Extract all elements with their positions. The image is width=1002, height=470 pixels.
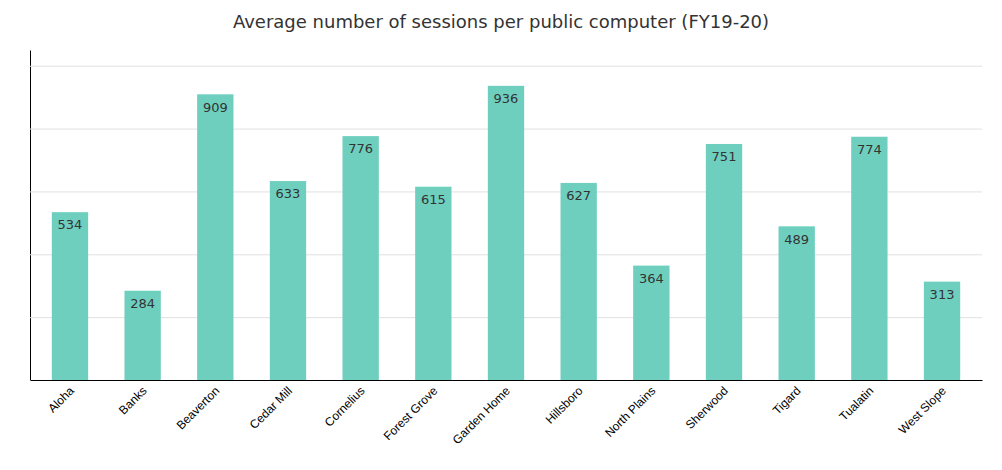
data-label: 284: [130, 296, 155, 311]
bar: [124, 291, 160, 380]
bar: [779, 226, 815, 380]
bar: [342, 136, 378, 380]
x-axis-line: [31, 380, 983, 381]
bar: [197, 94, 233, 380]
y-tick: [30, 66, 982, 67]
x-tick-label: Banks: [116, 384, 149, 417]
x-tick-label: North Plains: [602, 384, 658, 440]
bar: [270, 181, 306, 380]
y-tick: [30, 380, 982, 381]
data-label: 776: [348, 141, 373, 156]
x-tick: Hillsboro: [543, 384, 586, 427]
bar: [415, 187, 451, 380]
x-tick: Cornelius: [322, 384, 368, 430]
data-label: 627: [566, 188, 591, 203]
data-label: 774: [857, 142, 882, 157]
x-tick-label: Tigard: [770, 384, 804, 418]
bar: [924, 282, 960, 380]
x-tick: West Slope: [896, 384, 949, 437]
data-label: 633: [276, 186, 301, 201]
data-label: 615: [421, 192, 446, 207]
x-tick-label: Cornelius: [322, 384, 368, 430]
chart: Aloha Banks Beaverton Cedar Mill Cornelius Fo…: [0, 0, 1002, 470]
x-tick: Tigard: [770, 384, 804, 418]
x-tick-label: Cedar Mill: [247, 384, 295, 432]
grid-line: [30, 380, 982, 381]
x-tick: Sherwood: [683, 384, 731, 432]
x-tick: Aloha: [45, 384, 77, 416]
x-tick: Tualatin: [837, 384, 877, 424]
x-tick-label: Forest Grove: [381, 384, 441, 444]
x-tick-label: Sherwood: [683, 384, 731, 432]
x-tick-label: Hillsboro: [543, 384, 586, 427]
data-label: 936: [494, 91, 519, 106]
x-tick-label: Beaverton: [174, 384, 223, 433]
bar: [52, 212, 88, 380]
data-label: 313: [930, 287, 955, 302]
data-labels: 534 284 909 633 776 615 936 627 364 751 489 774 313: [58, 91, 955, 311]
data-label: 909: [203, 100, 228, 115]
bars: [52, 86, 960, 380]
x-tick-label: West Slope: [896, 384, 949, 437]
bar: [488, 86, 524, 380]
x-tick: Forest Grove: [381, 384, 441, 444]
y-axis-line: [30, 51, 31, 381]
data-label: 489: [784, 232, 809, 247]
data-label: 364: [639, 271, 664, 286]
x-tick: Garden Home: [450, 384, 513, 447]
x-tick-label: Tualatin: [837, 384, 877, 424]
x-axis: Aloha Banks Beaverton Cedar Mill Cornelius Fo…: [31, 381, 983, 448]
y-axis: [30, 51, 982, 381]
bar: [851, 137, 887, 380]
data-label: 534: [58, 217, 83, 232]
title: Average number of sessions per public co…: [233, 11, 769, 32]
bar: [706, 144, 742, 380]
x-tick: North Plains: [602, 384, 658, 440]
grid-line: [30, 66, 982, 67]
bar: [633, 266, 669, 380]
bar: [561, 183, 597, 380]
plot: Aloha Banks Beaverton Cedar Mill Cornelius Fo…: [30, 51, 983, 448]
data-label: 751: [712, 149, 737, 164]
x-tick: Beaverton: [174, 384, 223, 433]
x-tick-label: Garden Home: [450, 384, 513, 447]
x-tick: Cedar Mill: [247, 384, 295, 432]
x-tick: Banks: [116, 384, 149, 417]
x-tick-label: Aloha: [45, 384, 77, 416]
